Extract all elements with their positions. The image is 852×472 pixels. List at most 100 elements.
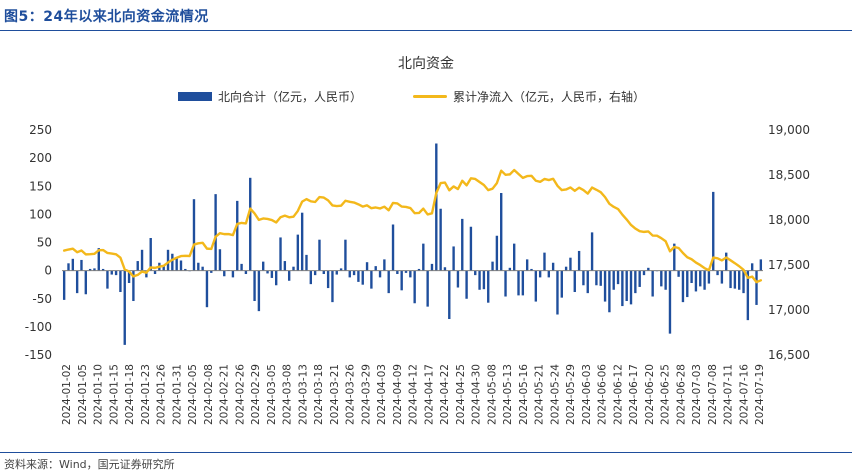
x-axis-tick-label: 2024-01-31 (171, 364, 183, 425)
bar (651, 270, 654, 297)
bar (716, 270, 719, 276)
x-axis-tick-label: 2024-02-29 (250, 364, 262, 425)
bar (205, 270, 209, 308)
x-axis-tick-label: 2024-06-25 (660, 364, 672, 425)
bar (543, 252, 546, 271)
x-axis-tick-label: 2024-07-11 (723, 364, 735, 425)
bar (123, 270, 126, 345)
bar (404, 270, 408, 273)
x-axis-tick-label: 2024-01-18 (124, 364, 136, 425)
bar (101, 268, 105, 271)
x-axis-tick-label: 2024-04-22 (439, 364, 451, 425)
bar (184, 268, 187, 271)
bar (171, 253, 174, 271)
bar (166, 249, 170, 271)
bar (469, 226, 473, 271)
x-axis-tick-label: 2024-01-10 (93, 364, 105, 425)
bar (647, 267, 650, 271)
x-axis-tick-label: 2024-05-21 (534, 364, 546, 425)
bar (348, 270, 351, 278)
bar (344, 239, 347, 271)
bar (599, 270, 602, 286)
bar (249, 177, 252, 271)
bar (93, 268, 96, 271)
bar (253, 270, 256, 302)
bar (162, 265, 165, 271)
bar (426, 270, 429, 307)
bar (668, 270, 672, 334)
bar (270, 270, 274, 278)
x-axis-tick-label: 2024-07-19 (754, 364, 766, 425)
chart-legend: 北向合计（亿元，人民币） 累计净流入（亿元，人民币，右轴） (0, 88, 852, 106)
bar (495, 235, 499, 271)
bar (577, 250, 581, 271)
bar (97, 248, 100, 271)
bar (296, 234, 300, 271)
x-axis-tick-label: 2024-03-18 (313, 364, 325, 425)
bar (538, 270, 542, 278)
bar (474, 270, 477, 276)
x-axis-tick-label: 2024-03-21 (329, 364, 341, 425)
bar (391, 224, 395, 271)
bar (197, 262, 200, 271)
x-axis-tick-label: 2024-05-13 (502, 364, 514, 425)
x-axis-tick-label: 2024-01-05 (77, 364, 89, 425)
bar (634, 270, 637, 294)
bar (300, 212, 304, 271)
x-axis-tick-label: 2024-07-03 (691, 364, 703, 425)
x-axis-tick-label: 2024-04-09 (392, 364, 404, 425)
bar (145, 270, 148, 278)
bar (534, 270, 538, 302)
bar (608, 270, 611, 313)
bar (703, 270, 706, 290)
bar (80, 259, 83, 271)
bar (686, 270, 689, 298)
bar (443, 267, 447, 271)
figure-title: 图5：24年以来北向资金流情况 (4, 9, 209, 25)
bar (690, 270, 693, 284)
bar (75, 270, 79, 294)
bar (707, 270, 711, 284)
left-axis-tick-label: -50 (32, 292, 52, 306)
bar (62, 270, 66, 300)
bar (725, 252, 728, 271)
bar (478, 270, 481, 290)
legend-line-label: 累计净流入（亿元，人民币，右轴） (453, 90, 646, 104)
bar (712, 191, 715, 271)
bar (621, 270, 624, 307)
x-axis-tick-label: 2024-02-26 (234, 364, 246, 425)
bar (136, 261, 139, 271)
x-axis-tick-label: 2024-01-26 (156, 364, 168, 425)
bar (374, 266, 377, 271)
bar (435, 143, 438, 271)
left-axis-tick-label: 100 (29, 207, 52, 221)
bar (119, 270, 122, 293)
bar (378, 270, 382, 278)
bar (569, 257, 572, 271)
x-axis-tick-label: 2024-03-13 (297, 364, 309, 425)
bar (257, 270, 261, 312)
right-axis-tick-label: 17,000 (768, 303, 810, 317)
bar (642, 270, 646, 276)
bar (660, 270, 663, 287)
x-axis-tick-label: 2024-03-05 (266, 364, 278, 425)
bar (387, 270, 390, 294)
bar (409, 270, 412, 278)
x-axis-tick-label: 2024-02-05 (187, 364, 199, 425)
bar (547, 270, 550, 278)
bar (746, 270, 750, 321)
left-axis-tick-label: 250 (29, 123, 52, 137)
bar (339, 268, 343, 271)
x-axis-tick-label: 2024-03-26 (345, 364, 357, 425)
bar (738, 270, 741, 290)
bar (140, 249, 144, 271)
source-note: 资料来源：Wind，国元证券研究所 (4, 458, 175, 471)
bar (357, 270, 360, 282)
bar (720, 270, 724, 284)
bar (275, 270, 278, 286)
x-axis-tick-label: 2024-04-03 (376, 364, 388, 425)
bar (517, 270, 520, 296)
bar (335, 270, 338, 275)
bar (322, 270, 325, 275)
bar (513, 243, 516, 271)
